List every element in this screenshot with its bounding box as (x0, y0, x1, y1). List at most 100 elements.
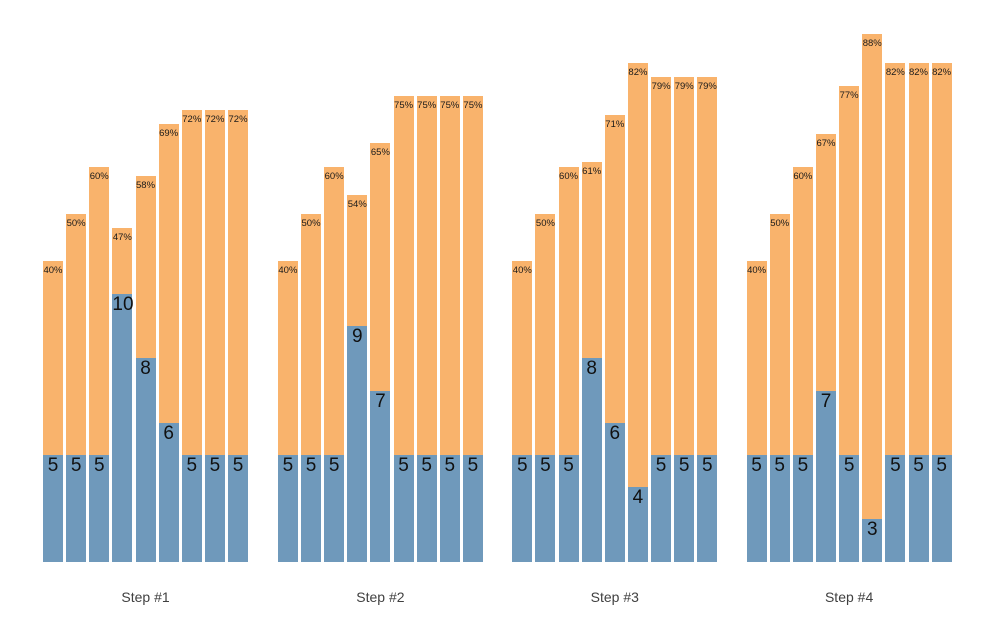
bar-value-label: 5 (467, 454, 479, 476)
bar-percent-label: 79% (651, 80, 671, 92)
bar: 61% 8 (581, 161, 602, 562)
bar: 82% 5 (885, 62, 906, 562)
bar-percent-label: 75% (394, 99, 414, 111)
bar: 82% 4 (627, 62, 648, 562)
bar-value-label: 5 (774, 454, 785, 476)
bar-percent-label: 60% (559, 170, 579, 182)
bar-blue-segment (627, 487, 648, 562)
bar-value-label: 3 (866, 519, 878, 541)
bar-blue-segment (370, 390, 391, 562)
bar-percent-label: 50% (770, 217, 790, 229)
bar: 75% 5 (462, 95, 483, 562)
bar: 60% 5 (558, 166, 579, 562)
bar-percent-label: 67% (816, 137, 836, 149)
bar: 69% 6 (158, 124, 179, 562)
bar-blue-segment (43, 455, 63, 562)
bar: 40% 5 (43, 261, 63, 562)
bar: 72% 5 (228, 109, 249, 562)
bar-blue-segment (324, 454, 345, 562)
bar: 60% 5 (792, 166, 813, 562)
bar-value-label: 5 (890, 454, 901, 476)
bar-value-label: 5 (47, 455, 59, 476)
bar-percent-label: 79% (674, 80, 694, 92)
bar-percent-label: 82% (885, 66, 905, 78)
bar-value-label: 6 (609, 422, 621, 444)
bar-percent-label: 61% (582, 165, 602, 177)
bar: 72% 5 (181, 109, 202, 562)
bar: 79% 5 (651, 76, 672, 562)
bar: 75% 5 (416, 95, 437, 562)
bar-blue-segment (651, 454, 672, 562)
bar: 88% 3 (862, 34, 883, 562)
bar-value-label: 5 (232, 454, 244, 476)
bar-percent-label: 72% (205, 113, 225, 125)
bar-percent-label: 77% (839, 90, 859, 102)
bar-value-label: 5 (421, 454, 432, 476)
bar-value-label: 6 (163, 422, 174, 444)
bar-percent-label: 60% (324, 170, 344, 182)
bar-percent-label: 75% (440, 99, 460, 111)
bar-blue-segment (89, 454, 110, 562)
bar-value-label: 5 (540, 454, 551, 476)
bar-value-label: 5 (209, 454, 221, 476)
bar-percent-label: 50% (66, 217, 86, 229)
bar-blue-segment (885, 454, 906, 562)
bar: 75% 5 (393, 95, 414, 562)
bar: 54% 9 (347, 194, 368, 562)
bar-blue-segment (674, 454, 695, 562)
bar-blue-segment (862, 519, 883, 562)
bar-percent-label: 65% (370, 147, 390, 158)
bar-value-label: 10 (112, 293, 134, 315)
bar-percent-label: 40% (747, 265, 767, 276)
step-label-4: Step #4 (824, 589, 874, 605)
bar-percent-label: 88% (862, 38, 882, 50)
step-label-1: Step #1 (121, 589, 170, 605)
bar: 60% 5 (89, 166, 110, 562)
bar-blue-segment (228, 454, 249, 562)
bar-percent-label: 50% (535, 217, 555, 229)
bar-blue-segment (66, 454, 87, 562)
bar-blue-segment (931, 454, 952, 562)
bar-value-label: 5 (328, 454, 340, 476)
bar-percent-label: 72% (182, 113, 202, 125)
bar-blue-segment (535, 454, 556, 562)
bar-blue-segment (815, 390, 836, 562)
bar: 65% 7 (370, 143, 391, 562)
bar-percent-label: 50% (301, 217, 321, 229)
bar-blue-segment (158, 422, 179, 562)
bar: 50% 5 (301, 213, 322, 562)
bar: 67% 7 (815, 133, 836, 562)
bar-value-label: 5 (563, 454, 574, 476)
bar-blue-segment (908, 454, 929, 562)
bar-value-label: 5 (678, 454, 690, 476)
bar: 50% 5 (769, 213, 790, 562)
bar-percent-label: 75% (417, 99, 437, 111)
bar-blue-segment (347, 326, 368, 562)
bar-blue-segment (181, 454, 202, 562)
bar: 72% 5 (204, 109, 225, 562)
bar-blue-segment (393, 454, 414, 562)
bar: 50% 5 (66, 213, 87, 562)
bar: 60% 5 (324, 166, 345, 562)
bar-blue-segment (135, 358, 156, 562)
bar-percent-label: 47% (112, 231, 132, 243)
bar-value-label: 8 (586, 358, 597, 380)
bar-value-label: 8 (140, 358, 151, 380)
bar-value-label: 5 (517, 455, 528, 476)
bar-value-label: 5 (93, 454, 105, 476)
bar-value-label: 5 (936, 454, 947, 476)
bar-value-label: 5 (913, 454, 924, 476)
bar-percent-label: 40% (278, 265, 298, 276)
bar: 77% 5 (839, 86, 860, 562)
bar-blue-segment (462, 454, 483, 562)
bar-value-label: 5 (186, 454, 198, 476)
bar: 50% 5 (535, 213, 556, 562)
bar: 75% 5 (439, 95, 460, 562)
bar-blue-segment (581, 358, 602, 562)
bar-percent-label: 82% (628, 66, 648, 78)
bar-value-label: 4 (632, 487, 644, 509)
bar: 71% 6 (604, 114, 625, 562)
bar-percent-label: 71% (605, 118, 625, 130)
bar-percent-label: 82% (908, 66, 928, 78)
bar-percent-label: 72% (228, 113, 248, 125)
